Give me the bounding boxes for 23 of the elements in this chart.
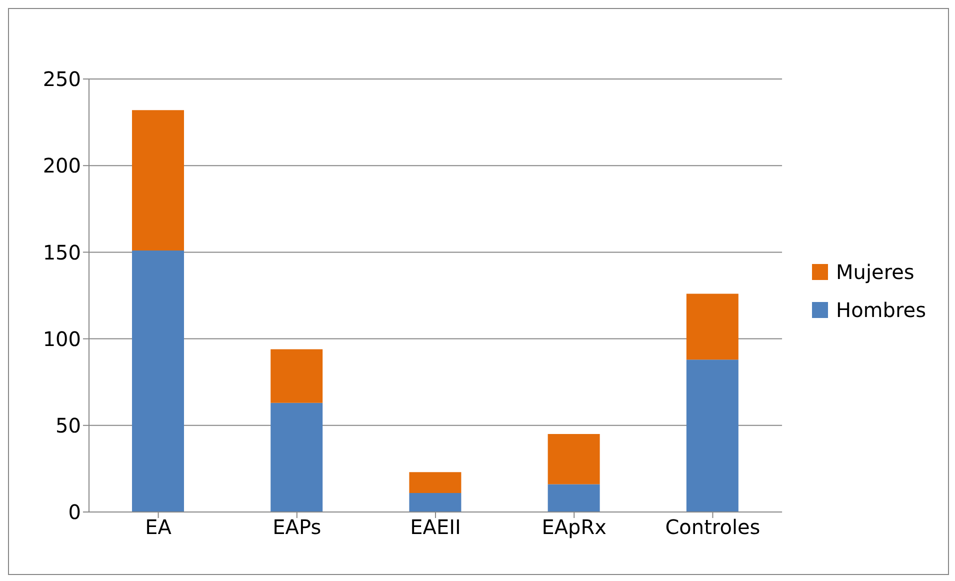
y-tick-label: 100 (42, 326, 81, 351)
x-tick-label: EAPs (272, 515, 322, 540)
y-tick-label: 150 (42, 240, 81, 264)
bar (132, 250, 184, 512)
x-tick-label: EA (145, 515, 172, 540)
bar (270, 349, 323, 403)
y-tick-label: 200 (42, 154, 81, 178)
bar (686, 294, 738, 360)
legend-label: Mujeres (836, 260, 914, 284)
x-tick-label: EAEII (410, 515, 461, 540)
bar (686, 360, 738, 512)
bar (409, 492, 462, 512)
y-tick-label: 50 (56, 414, 81, 438)
y-tick-label: 250 (42, 67, 81, 92)
bar (270, 402, 323, 512)
bar (548, 484, 600, 512)
bar (409, 472, 462, 493)
bar (132, 110, 184, 250)
y-tick-label: 0 (68, 500, 81, 524)
legend-label: Hombres (836, 298, 926, 322)
bar (548, 434, 600, 484)
x-tick-label: EApRx (542, 515, 607, 540)
x-tick-label: Controles (665, 515, 760, 540)
